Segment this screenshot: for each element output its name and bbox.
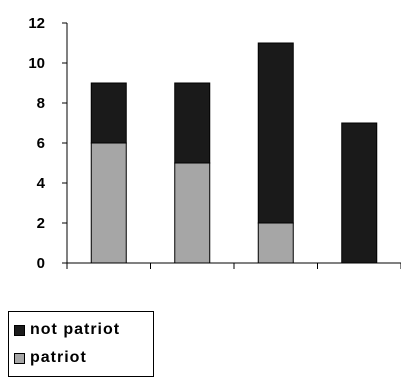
legend-swatch-patriot bbox=[14, 352, 25, 364]
legend-item-not-patriot: not patriot bbox=[14, 321, 120, 339]
bar-not-patriot-4 bbox=[341, 122, 378, 264]
legend-swatch-not-patriot bbox=[14, 324, 25, 336]
y-tick-label-6: 6 bbox=[37, 135, 45, 152]
legend-item-patriot: patriot bbox=[14, 349, 87, 367]
stacked-bar-chart: 0 2 4 6 8 10 12 bbox=[28, 15, 401, 272]
y-tick-label-12: 12 bbox=[28, 15, 45, 32]
bar-not-patriot-1 bbox=[90, 82, 127, 144]
bar-not-patriot-3 bbox=[257, 42, 294, 224]
y-tick-label-4: 4 bbox=[37, 175, 46, 192]
y-tick-label-10: 10 bbox=[28, 55, 45, 72]
legend: not patriot patriot bbox=[8, 311, 154, 377]
y-tick-label-8: 8 bbox=[37, 95, 45, 112]
bar-not-patriot-2 bbox=[174, 82, 211, 164]
legend-label-patriot: patriot bbox=[30, 349, 87, 366]
y-tick-label-2: 2 bbox=[37, 215, 45, 232]
legend-label-not-patriot: not patriot bbox=[30, 321, 121, 338]
bar-patriot-2 bbox=[174, 162, 211, 264]
bar-patriot-1 bbox=[90, 142, 127, 264]
y-tick-label-0: 0 bbox=[37, 255, 45, 272]
bar-patriot-3 bbox=[257, 222, 294, 264]
